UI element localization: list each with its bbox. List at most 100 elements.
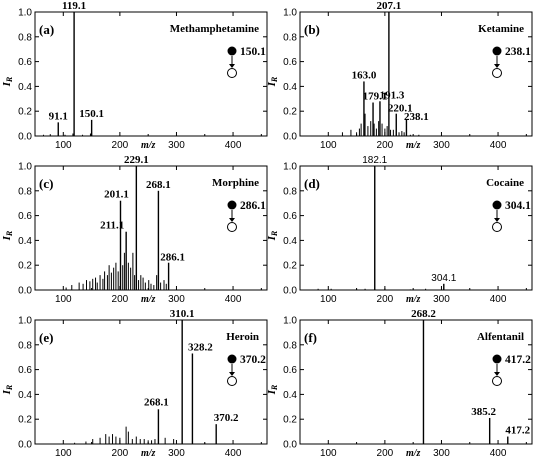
product-ion-icon: [492, 68, 502, 78]
peak-label: 310.1: [170, 308, 195, 320]
x-tick-label: 100: [55, 448, 72, 459]
y-tick-label: 1.0: [18, 162, 32, 173]
x-tick-label: 400: [225, 140, 242, 151]
compound-name: Heroin: [226, 331, 259, 343]
product-ion-icon: [227, 68, 237, 78]
y-tick-label: 0.6: [18, 365, 32, 376]
x-tick-label: 300: [433, 140, 450, 151]
precursor-ion-icon: [227, 354, 237, 364]
compound-name: Ketamine: [478, 23, 524, 35]
x-tick-label: 200: [377, 294, 394, 305]
spectrum-panel: 0.0 0.2 0.4 0.6 0.8 1.0 100 200 300 400 m/z IR 268.1…: [1, 308, 268, 459]
x-axis-label: m/z: [406, 448, 421, 459]
precursor-ion-icon: [492, 46, 502, 56]
y-tick-label: 0.0: [283, 132, 297, 143]
y-tick-label: 0.4: [283, 82, 297, 93]
x-axis-label: m/z: [406, 140, 421, 151]
compound-name: Cocaine: [486, 177, 524, 189]
x-tick-label: 200: [377, 448, 394, 459]
precursor-mz: 370.2: [240, 354, 266, 366]
peak-label: 286.1: [160, 252, 185, 264]
peak-label: 220.1: [388, 103, 413, 115]
precursor-ion-icon: [492, 354, 502, 364]
x-axis-label: m/z: [141, 294, 156, 305]
peak-label: 150.1: [79, 108, 104, 120]
precursor-ion-icon: [492, 200, 502, 210]
peak-label: 191.3: [380, 89, 405, 101]
x-tick-label: 300: [168, 140, 185, 151]
peak-label: 201.1: [104, 189, 129, 201]
panel-letter: (d): [304, 176, 320, 191]
y-tick-label: 0.6: [283, 365, 297, 376]
peak-label: 163.0: [352, 69, 377, 81]
peak-label: 91.1: [49, 110, 68, 122]
product-ion-icon: [227, 222, 237, 232]
y-tick-label: 0.4: [18, 82, 32, 93]
y-axis-label: IR: [266, 230, 279, 241]
peak-label: 207.1: [377, 0, 402, 12]
y-tick-label: 0.8: [18, 186, 32, 197]
panel-letter: (f): [304, 330, 317, 345]
y-tick-label: 0.6: [18, 57, 32, 68]
y-tick-label: 0.8: [283, 340, 297, 351]
x-tick-label: 300: [433, 448, 450, 459]
y-tick-label: 0.2: [18, 415, 32, 426]
x-tick-label: 200: [112, 140, 129, 151]
peak-label: 385.2: [471, 406, 496, 418]
y-tick-label: 0.4: [283, 236, 297, 247]
x-tick-label: 100: [320, 294, 337, 305]
y-tick-label: 0.0: [18, 286, 32, 297]
x-tick-label: 300: [168, 294, 185, 305]
x-tick-label: 400: [490, 448, 507, 459]
compound-name: Alfentanil: [477, 331, 524, 343]
precursor-mz: 150.1: [240, 46, 266, 58]
peak-label: 268.2: [411, 308, 436, 320]
y-tick-label: 0.4: [18, 390, 32, 401]
product-ion-icon: [492, 376, 502, 386]
peak-label: 182.1: [362, 155, 387, 166]
compound-name: Methamphetamine: [170, 23, 259, 35]
compound-name: Morphine: [212, 177, 259, 189]
spectrum-panel: 0.0 0.2 0.4 0.6 0.8 1.0 100 200 300 400 m/z IR 201.1…: [1, 154, 268, 305]
x-axis-label: m/z: [141, 140, 156, 151]
product-ion-icon: [227, 376, 237, 386]
y-tick-label: 0.8: [283, 32, 297, 43]
y-axis-label: IR: [266, 384, 279, 395]
y-tick-label: 0.8: [18, 32, 32, 43]
y-tick-label: 0.0: [283, 440, 297, 451]
arrow-head-icon: [229, 64, 235, 68]
y-axis-label: IR: [1, 230, 14, 241]
precursor-mz: 238.1: [505, 46, 531, 58]
y-tick-label: 1.0: [18, 316, 32, 327]
y-axis-label: IR: [1, 384, 14, 395]
x-tick-label: 400: [490, 140, 507, 151]
x-tick-label: 400: [225, 294, 242, 305]
panel-letter: (a): [39, 22, 54, 37]
precursor-mz: 286.1: [240, 200, 266, 212]
y-tick-label: 0.2: [283, 261, 297, 272]
peak-label: 370.2: [214, 412, 239, 424]
arrow-head-icon: [494, 64, 500, 68]
peak-label: 328.2: [188, 341, 213, 353]
y-axis-label: IR: [1, 76, 14, 87]
x-tick-label: 100: [320, 448, 337, 459]
x-tick-label: 300: [168, 448, 185, 459]
y-tick-label: 0.6: [283, 57, 297, 68]
x-tick-label: 100: [320, 140, 337, 151]
y-tick-label: 1.0: [283, 8, 297, 19]
y-tick-label: 0.6: [18, 211, 32, 222]
spectrum-panel: 0.0 0.2 0.4 0.6 0.8 1.0 100 200 300 400 m/z IR 163.0…: [266, 0, 533, 151]
y-axis-label: IR: [266, 76, 279, 87]
y-tick-label: 0.8: [18, 340, 32, 351]
peak-label: 268.1: [144, 396, 169, 408]
precursor-ion-icon: [227, 200, 237, 210]
y-tick-label: 0.0: [18, 132, 32, 143]
arrow-head-icon: [494, 218, 500, 222]
x-axis-label: m/z: [141, 448, 156, 459]
x-axis-label: m/z: [406, 294, 421, 305]
x-tick-label: 200: [377, 140, 394, 151]
product-ion-icon: [492, 222, 502, 232]
y-tick-label: 0.4: [283, 390, 297, 401]
x-tick-label: 300: [433, 294, 450, 305]
